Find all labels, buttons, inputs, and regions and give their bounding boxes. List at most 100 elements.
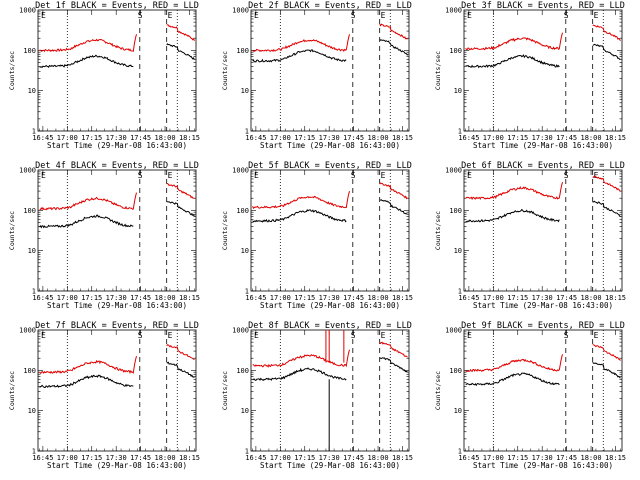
x-tick-label: 17:00 [57,134,78,142]
x-tick-label: 17:30 [532,454,553,462]
x-tick-label: 16:45 [245,294,266,302]
x-tick-label: 16:45 [458,134,479,142]
x-tick-label: 17:30 [319,294,340,302]
y-axis-label: Counts/sec [8,51,16,90]
x-tick-label: 18:00 [155,294,176,302]
panel-det-3: Det 3f BLACK = Events, RED = LLD 1 10 100 10… [434,1,626,150]
x-tick-label: 18:15 [605,454,626,462]
x-tick-label: 18:15 [179,294,200,302]
x-tick-label: 18:15 [179,134,200,142]
start-edge-label: E [41,171,46,180]
panel-title: Det 1f BLACK = Events, RED = LLD [35,1,199,11]
x-tick-label: 17:30 [106,454,127,462]
start-edge-label: E [41,331,46,340]
start-edge-label: E [467,11,472,20]
start-edge-label: E [467,331,472,340]
x-tick-label: 16:45 [32,294,53,302]
x-tick-label: 17:15 [507,134,528,142]
x-tick-label: 18:15 [605,134,626,142]
end-marker-label: E [594,331,599,340]
y-tick-label: 1 [458,288,462,296]
series-lld-red [252,23,408,53]
y-tick-label: 1000 [445,167,462,175]
series-lld-red [252,341,408,368]
y-tick-label: 100 [236,207,249,215]
y-tick-label: 100 [236,47,249,55]
x-tick-label: 17:00 [270,454,291,462]
x-tick-label: 16:45 [32,454,53,462]
y-tick-label: 1 [245,448,249,456]
y-tick-label: 100 [23,47,36,55]
x-tick-label: 18:00 [581,134,602,142]
series-lld-red [39,24,195,53]
y-tick-label: 1000 [232,327,249,335]
panel-title: Det 9f BLACK = Events, RED = LLD [461,321,625,331]
end-marker-label: E [381,171,386,180]
y-tick-label: 1 [245,288,249,296]
x-tick-label: 16:45 [458,454,479,462]
y-axis-label: Counts/sec [434,371,442,410]
x-tick-label: 17:15 [81,294,102,302]
panel-det-6: Det 6f BLACK = Events, RED = LLD 1 10 100 10… [434,161,626,310]
start-edge-label: E [41,11,46,20]
series-events-black [252,357,408,381]
x-tick-label: 18:15 [392,294,413,302]
y-tick-label: 10 [241,407,249,415]
x-tick-label: 17:45 [556,134,577,142]
y-tick-label: 1000 [232,7,249,15]
y-tick-label: 1000 [232,167,249,175]
plot-frame [37,9,197,132]
y-tick-label: 1000 [445,7,462,15]
series-events-black [39,43,195,69]
plot-frame [250,329,410,452]
x-tick-label: 18:00 [368,454,389,462]
x-tick-label: 18:00 [581,294,602,302]
panel-title: Det 3f BLACK = Events, RED = LLD [461,1,625,11]
x-tick-label: 17:45 [343,454,364,462]
y-tick-label: 1 [32,448,36,456]
y-tick-label: 1 [458,128,462,136]
x-tick-label: 17:15 [81,134,102,142]
series-events-black [252,199,408,223]
y-tick-label: 100 [449,367,462,375]
panel-title: Det 6f BLACK = Events, RED = LLD [461,161,625,171]
x-tick-label: 17:30 [319,454,340,462]
plot-frame [37,329,197,452]
x-tick-label: 18:00 [155,134,176,142]
end-marker-label: E [594,11,599,20]
y-axis-label: Counts/sec [221,211,229,250]
y-tick-label: 10 [28,407,36,415]
x-axis-label: Start Time (29-Mar-08 16:43:00) [473,141,613,150]
series-events-black [465,200,621,223]
x-axis-label: Start Time (29-Mar-08 16:43:00) [260,461,400,470]
start-marker-label: S [138,11,143,20]
y-tick-label: 100 [23,367,36,375]
x-tick-label: 17:30 [106,134,127,142]
y-axis-label: Counts/sec [8,371,16,410]
start-marker-label: S [564,171,569,180]
panel-det-5: Det 5f BLACK = Events, RED = LLD 1 10 100 10… [221,161,413,310]
x-tick-label: 17:00 [57,454,78,462]
x-tick-label: 18:15 [392,134,413,142]
y-tick-label: 1000 [19,327,36,335]
end-marker-label: E [168,331,173,340]
x-tick-label: 17:00 [57,294,78,302]
x-tick-label: 17:45 [130,294,151,302]
series-events-black [465,361,621,387]
y-tick-label: 1000 [19,167,36,175]
x-tick-label: 17:00 [270,294,291,302]
y-tick-label: 1000 [19,7,36,15]
panel-title: Det 4f BLACK = Events, RED = LLD [35,161,199,171]
panel-title: Det 2f BLACK = Events, RED = LLD [248,1,412,11]
start-marker-label: S [138,171,143,180]
start-marker-label: S [351,11,356,20]
x-tick-label: 17:45 [343,294,364,302]
x-tick-label: 18:00 [581,454,602,462]
start-edge-label: E [467,171,472,180]
x-axis-label: Start Time (29-Mar-08 16:43:00) [47,141,187,150]
x-tick-label: 18:15 [392,454,413,462]
y-tick-label: 1 [32,128,36,136]
y-tick-label: 100 [236,367,249,375]
x-tick-label: 16:45 [245,454,266,462]
